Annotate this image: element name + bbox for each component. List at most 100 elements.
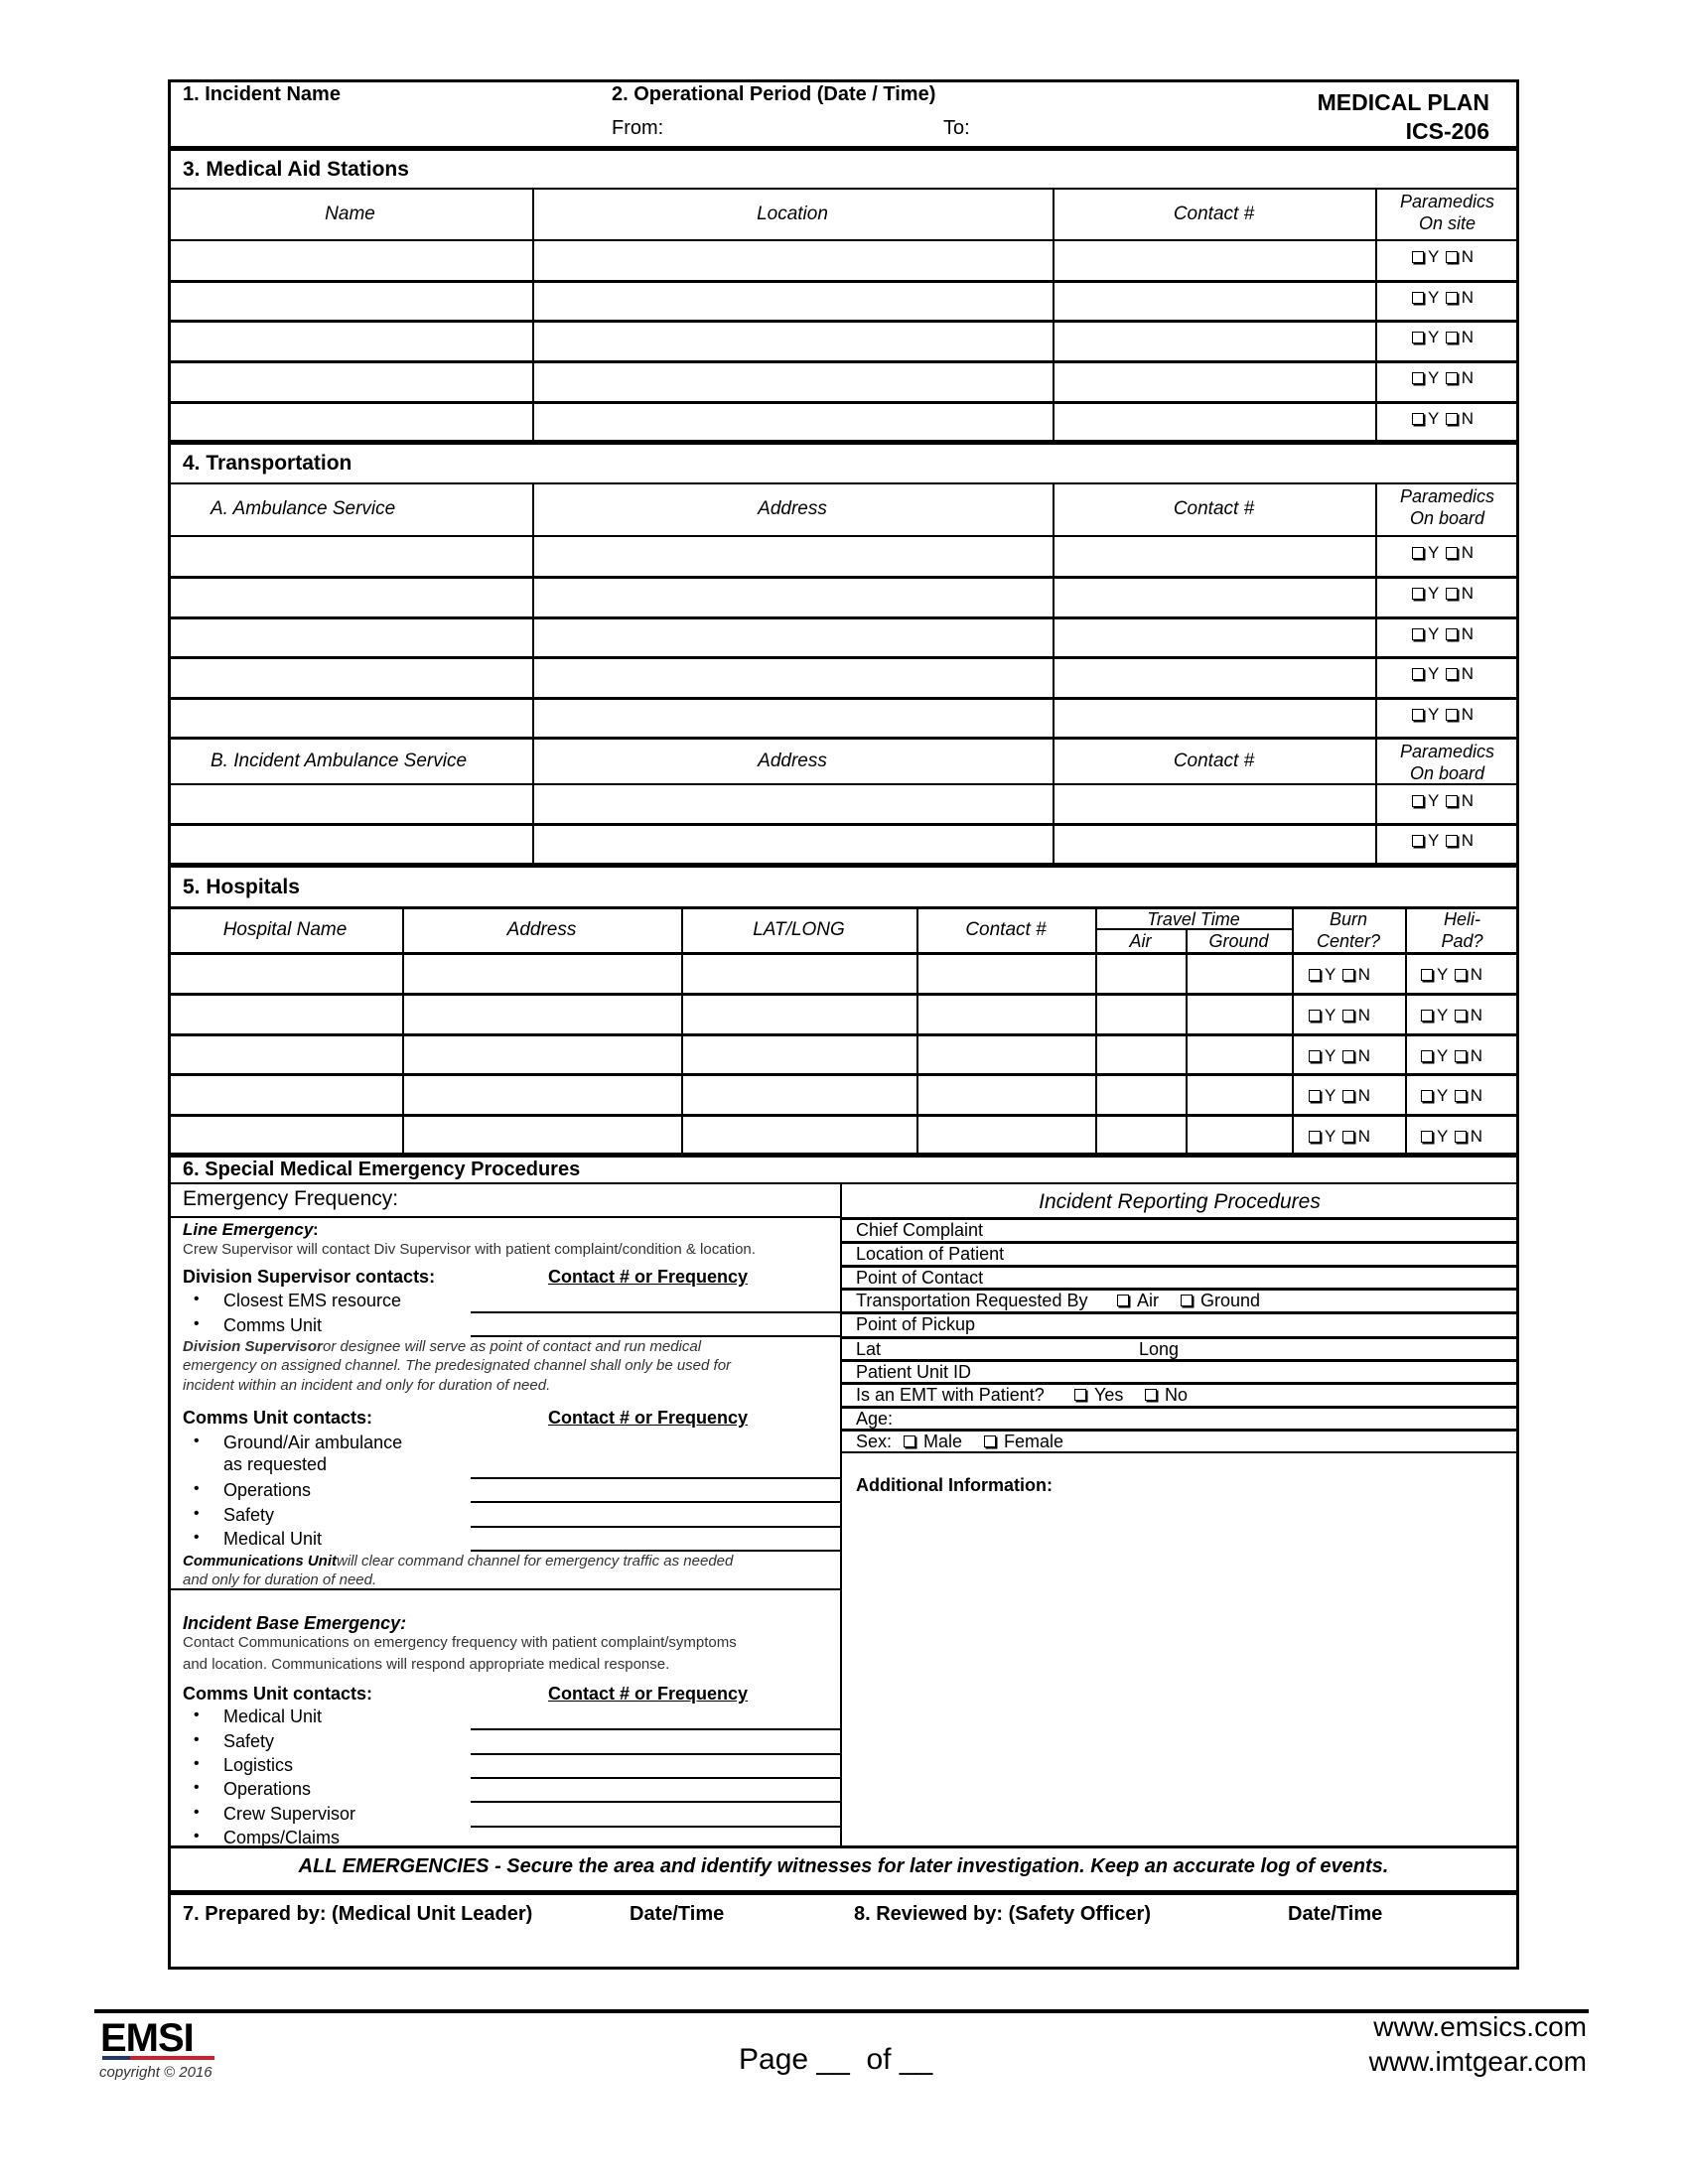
incident-ambulance-cell[interactable] [1055,827,1372,862]
from-field[interactable] [675,114,923,146]
checkbox-ground[interactable] [1181,1295,1193,1306]
reporting-field[interactable] [856,1407,1511,1430]
checkbox-no[interactable] [1445,795,1458,807]
checkbox-yes[interactable] [1412,292,1424,304]
checkbox-yes[interactable] [1309,969,1321,981]
reporting-field[interactable] [856,1360,1511,1383]
incident-ambulance-cell[interactable] [1055,787,1372,821]
checkbox-yes[interactable] [1412,588,1424,600]
reporting-field[interactable] [856,1337,1511,1360]
checkbox-yes[interactable] [1309,1090,1321,1102]
incident-ambulance-cell[interactable] [535,827,1050,862]
aid-station-cell[interactable] [1055,284,1372,318]
checkbox-male[interactable] [904,1435,915,1447]
hospital-cell[interactable] [1098,1118,1183,1152]
additional-information-field[interactable] [856,1499,1501,1842]
hospital-cell[interactable] [405,997,678,1031]
incident-ambulance-cell[interactable] [535,787,1050,821]
checkbox-no[interactable] [1454,1131,1467,1143]
hospital-cell[interactable] [684,956,914,991]
aid-station-cell[interactable] [171,284,529,318]
hospital-cell[interactable] [171,1118,399,1152]
hospital-cell[interactable] [1189,997,1289,1031]
checkbox-no[interactable] [1454,1010,1467,1022]
hospital-cell[interactable] [919,956,1092,991]
to-field[interactable] [983,114,1231,146]
checkbox-yes[interactable] [1412,795,1424,807]
checkbox-yes[interactable] [1412,251,1424,263]
medical-unit-contact-field[interactable] [471,1527,840,1551]
operations-contact-field[interactable] [471,1478,840,1502]
aid-station-cell[interactable] [1055,243,1372,278]
crew-supervisor-base-contact-field[interactable] [471,1802,840,1826]
prepared-by-field[interactable] [183,1931,620,1963]
ambulance-cell[interactable] [1055,580,1372,614]
hospital-cell[interactable] [1189,956,1289,991]
hospital-cell[interactable] [919,1037,1092,1071]
checkbox-yes[interactable] [1421,1010,1433,1022]
checkbox-no[interactable] [1341,1050,1354,1062]
aid-station-cell[interactable] [171,243,529,278]
operations-base-contact-field[interactable] [471,1777,840,1801]
aid-station-cell[interactable] [535,324,1050,358]
hospital-cell[interactable] [405,1077,678,1112]
hospital-cell[interactable] [1098,956,1183,991]
hospital-cell[interactable] [1189,1118,1289,1152]
checkbox-yes[interactable] [1421,1131,1433,1143]
hospital-cell[interactable] [684,1037,914,1071]
reporting-field[interactable] [856,1218,1511,1242]
checkbox-yes[interactable] [1412,372,1424,384]
ambulance-cell[interactable] [535,580,1050,614]
checkbox-no[interactable] [1445,413,1458,425]
checkbox-no[interactable] [1445,372,1458,384]
hospital-cell[interactable] [684,1077,914,1112]
checkbox-yes[interactable] [1421,1090,1433,1102]
checkbox-no[interactable] [1341,969,1354,981]
checkbox-yes[interactable] [1412,835,1424,847]
ambulance-cell[interactable] [171,580,529,614]
emergency-frequency-field[interactable] [387,1186,834,1214]
ambulance-cell[interactable] [171,701,529,735]
page-blank[interactable]: __ [816,2043,850,2076]
ambulance-cell[interactable] [535,660,1050,695]
ambulance-cell[interactable] [1055,660,1372,695]
checkbox-no[interactable] [1445,709,1458,721]
logistics-base-contact-field[interactable] [471,1753,840,1777]
checkbox-yes[interactable] [1412,628,1424,640]
checkbox-no[interactable] [1445,251,1458,263]
checkbox-no[interactable] [1445,628,1458,640]
aid-station-cell[interactable] [535,364,1050,399]
hospital-cell[interactable] [919,1118,1092,1152]
reviewed-by-field[interactable] [854,1931,1281,1963]
checkbox-yes[interactable] [1412,668,1424,680]
reporting-field[interactable] [856,1242,1511,1266]
hospital-cell[interactable] [684,1118,914,1152]
hospital-cell[interactable] [1189,1037,1289,1071]
safety-contact-field[interactable] [471,1502,840,1526]
reporting-field[interactable] [856,1312,1511,1337]
hospital-cell[interactable] [405,1118,678,1152]
checkbox-no[interactable] [1445,547,1458,559]
aid-station-cell[interactable] [1055,364,1372,399]
ambulance-cell[interactable] [535,539,1050,574]
checkbox-yes[interactable] [1309,1050,1321,1062]
ambulance-cell[interactable] [1055,701,1372,735]
ground-air-contact-field[interactable] [471,1453,840,1477]
aid-station-cell[interactable] [1055,405,1372,439]
checkbox-no[interactable] [1445,835,1458,847]
hospital-cell[interactable] [1098,1037,1183,1071]
reporting-field[interactable] [856,1266,1511,1289]
ambulance-cell[interactable] [535,701,1050,735]
ambulance-cell[interactable] [171,660,529,695]
hospital-cell[interactable] [1189,1077,1289,1112]
reviewed-datetime-field[interactable] [1288,1931,1506,1963]
hospital-cell[interactable] [919,1077,1092,1112]
checkbox-yes[interactable] [1421,969,1433,981]
ambulance-cell[interactable] [1055,620,1372,654]
checkbox-yes[interactable] [1412,413,1424,425]
checkbox-no[interactable] [1445,668,1458,680]
hospital-cell[interactable] [171,956,399,991]
checkbox-no[interactable] [1341,1090,1354,1102]
checkbox-no[interactable] [1341,1010,1354,1022]
checkbox-yes[interactable] [1309,1131,1321,1143]
